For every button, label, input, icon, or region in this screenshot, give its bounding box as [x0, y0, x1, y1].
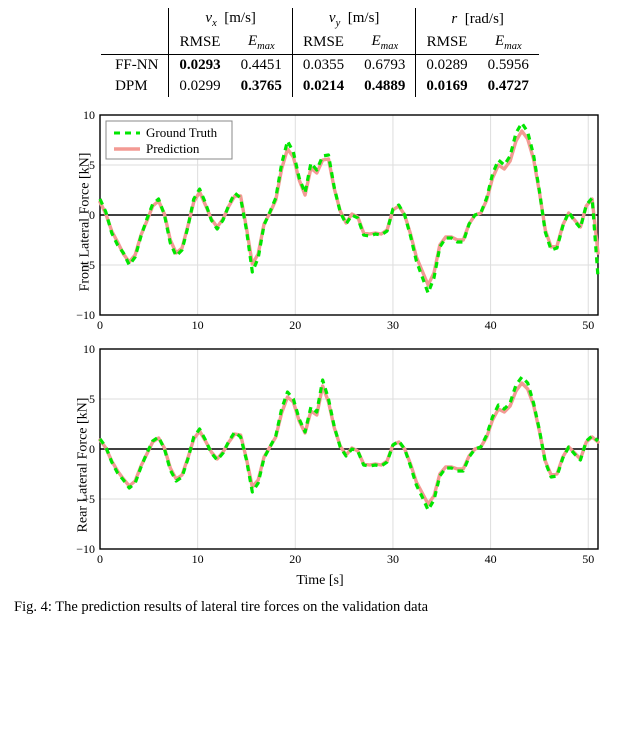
svg-text:20: 20: [289, 318, 301, 332]
svg-text:30: 30: [387, 552, 399, 566]
row-label: DPM: [101, 76, 169, 97]
table-cell: 0.0355: [292, 55, 354, 77]
table-subheader-row: RMSE Emax RMSE Emax RMSE Emax: [101, 31, 539, 55]
table-header-row: vx [m/s] vy [m/s] r [rad/s]: [101, 8, 539, 31]
svg-text:50: 50: [582, 552, 594, 566]
svg-text:0: 0: [97, 552, 103, 566]
svg-text:−10: −10: [76, 542, 95, 556]
table-cell: 0.5956: [478, 55, 539, 77]
svg-text:20: 20: [289, 552, 301, 566]
subhdr-rmse: RMSE: [416, 31, 478, 55]
row-label: FF-NN: [101, 55, 169, 77]
svg-text:0: 0: [97, 318, 103, 332]
subhdr-emax: Emax: [354, 31, 416, 55]
metrics-table: vx [m/s] vy [m/s] r [rad/s] RMSE Emax RM…: [101, 8, 539, 97]
svg-text:−10: −10: [76, 308, 95, 322]
col-group-vx: vx [m/s]: [169, 8, 293, 31]
svg-text:40: 40: [485, 318, 497, 332]
table-row: FF-NN0.02930.44510.03550.67930.02890.595…: [101, 55, 539, 77]
table-cell: 0.4727: [478, 76, 539, 97]
table-cell: 0.0289: [416, 55, 478, 77]
svg-text:Prediction: Prediction: [146, 141, 200, 156]
figure-caption: Fig. 4: The prediction results of latera…: [14, 599, 626, 616]
col-group-vy: vy [m/s]: [292, 8, 416, 31]
svg-text:Ground Truth: Ground Truth: [146, 125, 218, 140]
svg-text:10: 10: [192, 552, 204, 566]
subhdr-emax: Emax: [478, 31, 539, 55]
subhdr-rmse: RMSE: [169, 31, 231, 55]
front-chart-wrap: Front Lateral Force [kN] −10−50510010203…: [20, 107, 620, 337]
svg-text:40: 40: [485, 552, 497, 566]
rear-lateral-force-chart: −10−5051001020304050: [66, 341, 606, 571]
svg-text:50: 50: [582, 318, 594, 332]
svg-text:10: 10: [83, 342, 95, 356]
svg-text:10: 10: [83, 108, 95, 122]
svg-text:10: 10: [192, 318, 204, 332]
table-cell: 0.0214: [292, 76, 354, 97]
table-cell: 0.0299: [169, 76, 231, 97]
table-cell: 0.4451: [231, 55, 293, 77]
subhdr-emax: Emax: [231, 31, 293, 55]
svg-text:30: 30: [387, 318, 399, 332]
subhdr-rmse: RMSE: [292, 31, 354, 55]
x-axis-label: Time [s]: [20, 573, 620, 589]
rear-chart-wrap: Rear Lateral Force [kN] −10−505100102030…: [20, 341, 620, 589]
col-group-r: r [rad/s]: [416, 8, 539, 31]
table-cell: 0.0293: [169, 55, 231, 77]
table-cell: 0.6793: [354, 55, 416, 77]
rear-ylabel: Rear Lateral Force [kN]: [75, 398, 91, 533]
front-lateral-force-chart: −10−5051001020304050Ground TruthPredicti…: [66, 107, 606, 337]
charts-container: Front Lateral Force [kN] −10−50510010203…: [20, 107, 620, 589]
table-cell: 0.4889: [354, 76, 416, 97]
table-cell: 0.3765: [231, 76, 293, 97]
table-row: DPM0.02990.37650.02140.48890.01690.4727: [101, 76, 539, 97]
table-cell: 0.0169: [416, 76, 478, 97]
front-ylabel: Front Lateral Force [kN]: [77, 153, 93, 292]
